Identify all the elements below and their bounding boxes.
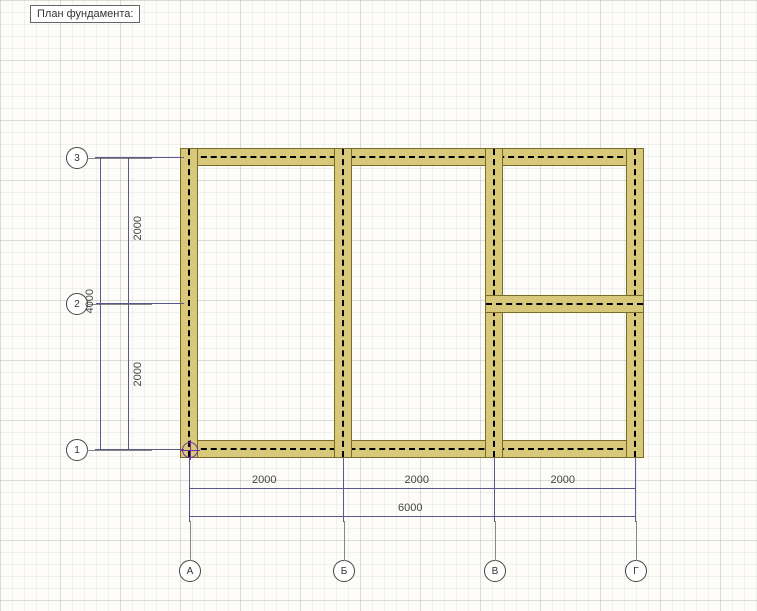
axis-bubble-row: 1: [66, 439, 88, 461]
axis-bubble-row: 3: [66, 147, 88, 169]
wall: [180, 440, 644, 458]
axis-bubble-col: А: [179, 560, 201, 582]
wall: [334, 148, 352, 458]
title-text: План фундамента:: [37, 8, 133, 20]
axis-bubble-col: В: [484, 560, 506, 582]
axis-bubble-col: Г: [625, 560, 647, 582]
axis-bubble-col: Б: [333, 560, 355, 582]
wall: [180, 148, 644, 166]
wall: [485, 295, 644, 313]
drawing-canvas[interactable]: План фундамента: 321АБВГ 2000 2000 2000 …: [0, 0, 757, 611]
title-box: План фундамента:: [30, 5, 140, 23]
origin-marker: [182, 442, 198, 458]
